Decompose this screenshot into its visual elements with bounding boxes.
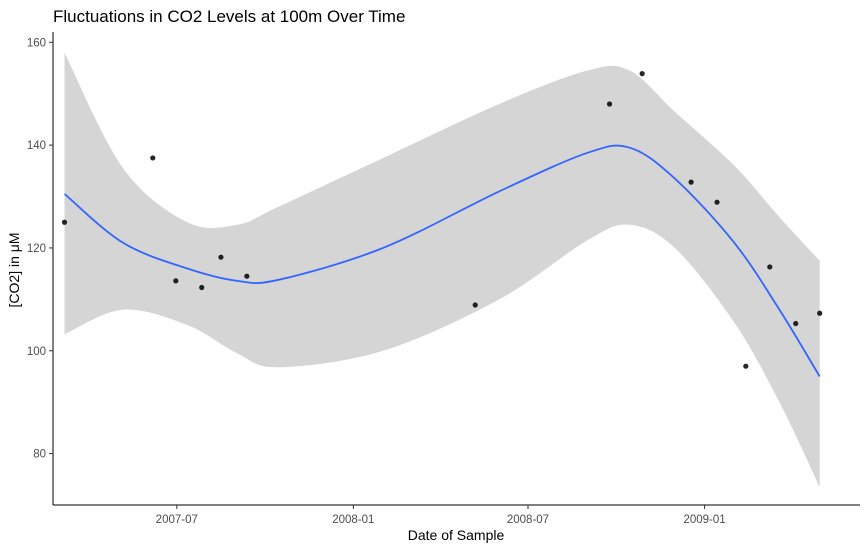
chart-title: Fluctuations in CO2 Levels at 100m Over … (53, 7, 405, 26)
x-axis-label: Date of Sample (408, 527, 505, 543)
y-axis-label: [CO2] in μM (6, 233, 22, 308)
y-tick-label: 140 (27, 140, 46, 152)
x-axis-ticks: 2007-07 2008-01 2008-07 2009-01 (156, 505, 726, 526)
data-point (61, 219, 68, 225)
data-point (743, 363, 749, 369)
data-point (688, 179, 694, 185)
data-point (199, 284, 205, 291)
y-tick-label: 120 (27, 243, 46, 255)
x-tick-label: 2008-01 (332, 514, 374, 526)
points-layer (61, 71, 823, 369)
data-point (767, 264, 773, 270)
x-tick-label: 2009-01 (683, 514, 725, 526)
data-point (714, 199, 720, 205)
smooth-line-layer (63, 144, 821, 377)
data-point (793, 320, 799, 327)
data-point (150, 155, 156, 161)
x-tick-label: 2007-07 (156, 514, 198, 526)
y-tick-label: 80 (33, 449, 46, 461)
data-point (244, 273, 250, 279)
y-tick-label: 100 (27, 346, 46, 358)
confidence-band (64, 52, 820, 488)
smooth-line (63, 144, 821, 377)
x-tick-label: 2008-07 (507, 514, 549, 526)
data-point (606, 101, 613, 107)
confidence-band-layer (64, 52, 820, 488)
y-tick-label: 160 (27, 37, 46, 49)
data-point (218, 254, 224, 260)
data-point (639, 71, 645, 77)
data-point (817, 310, 823, 316)
data-point (472, 302, 478, 308)
data-point (173, 278, 179, 284)
y-axis-ticks: 80 100 120 140 160 (27, 37, 53, 461)
